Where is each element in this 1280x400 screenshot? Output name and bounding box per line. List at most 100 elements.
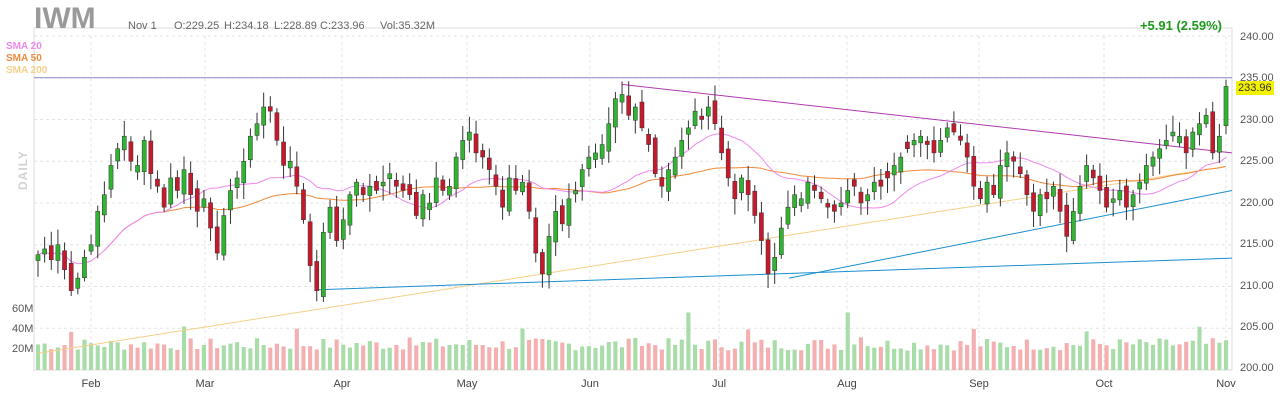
volume-bar (653, 345, 658, 370)
volume-bar (892, 348, 897, 370)
volume-bar (480, 345, 485, 370)
volume-bar (261, 344, 266, 370)
volume-bar (679, 339, 684, 370)
candle-up (42, 248, 47, 255)
x-tick-feb: Feb (81, 378, 101, 390)
volume-bar (1184, 341, 1189, 370)
volume-bar (872, 347, 877, 370)
volume-bar (805, 343, 810, 370)
candle-up (181, 169, 187, 195)
ticker-symbol: IWM (34, 2, 96, 35)
volume-bar (341, 344, 346, 370)
volume-bar (580, 346, 585, 370)
volume-bar (1044, 348, 1049, 370)
volume-bar (460, 345, 465, 370)
candle-up (838, 202, 844, 208)
volume-bar (540, 339, 545, 370)
candle-up (141, 140, 147, 172)
ohlc-low: L:228.89 (274, 20, 317, 32)
volume-bar (1190, 340, 1195, 370)
volume-bar (546, 339, 552, 370)
volume-bar (1204, 343, 1209, 370)
volume-bar (533, 338, 538, 370)
candle-up (221, 215, 227, 256)
y-tick-205: 205.00 (1240, 321, 1274, 333)
candle-up (613, 98, 618, 128)
volume-bar (1177, 344, 1182, 370)
candle-down (1210, 111, 1216, 154)
candle-up (865, 194, 870, 202)
volume-bar (148, 348, 153, 370)
candle-up (898, 156, 904, 173)
candle-down (1024, 174, 1030, 195)
candle-up (1110, 198, 1116, 203)
candle-down (374, 181, 379, 191)
volume-bar (1011, 346, 1016, 370)
volume-bar (673, 344, 678, 370)
volume-bar (1197, 326, 1202, 370)
candle-up (35, 254, 41, 261)
candle-down (194, 188, 200, 212)
candle-down (175, 177, 180, 191)
candle-down (752, 190, 758, 216)
volume-bar (1024, 339, 1029, 370)
volume-bar (1157, 338, 1162, 370)
volume-bar (686, 312, 691, 370)
volume-bar (367, 341, 372, 370)
candle-down (334, 206, 339, 241)
volume-bar (527, 339, 532, 370)
candle-down (812, 184, 817, 191)
volume-bar (108, 340, 114, 370)
candle-down (526, 182, 532, 212)
candle-up (666, 169, 671, 192)
candle-down (214, 226, 220, 254)
volume-bar (951, 350, 956, 370)
volume-bar (487, 347, 492, 370)
candle-up (739, 177, 744, 194)
candle-down (413, 191, 419, 216)
volume-bar (1124, 342, 1129, 370)
y-tick-225: 225.00 (1240, 155, 1274, 167)
candle-down (925, 140, 930, 145)
candle-up (506, 177, 512, 212)
candle-up (135, 165, 140, 173)
volume-bar (467, 340, 472, 370)
candle-up (805, 181, 811, 204)
volume-bar (1071, 345, 1076, 370)
candle-up (95, 211, 101, 247)
candle-down (486, 157, 492, 170)
volume-bar (659, 349, 664, 370)
candle-up (55, 244, 61, 261)
volume-bar (128, 344, 133, 370)
volume-bar (142, 342, 147, 370)
volume-bar (726, 350, 731, 370)
candle-down (493, 174, 499, 187)
volume-bar (1031, 349, 1036, 370)
volume-bar (1111, 349, 1116, 370)
volume-label-60m: 60M (12, 303, 34, 315)
volume-bar (825, 348, 830, 370)
candle-up (891, 165, 897, 176)
volume-bar (593, 347, 598, 370)
candle-up (460, 140, 466, 160)
volume-bar (1131, 344, 1136, 370)
volume-bar (135, 347, 140, 370)
candle-up (1130, 194, 1136, 207)
volume-bar (1051, 346, 1056, 370)
volume-bar (374, 342, 379, 370)
candle-down (513, 178, 519, 191)
volume-bar (812, 340, 817, 370)
volume-bar (600, 345, 605, 370)
candle-down (294, 166, 300, 187)
y-tick-210: 210.00 (1240, 280, 1274, 292)
candle-up (706, 106, 711, 117)
volume-bar (878, 346, 883, 370)
candle-up (573, 190, 578, 195)
volume-bar (334, 339, 339, 370)
volume-bar (1217, 342, 1222, 370)
candle-up (871, 181, 877, 193)
volume-bar (692, 344, 698, 370)
candle-up (944, 127, 950, 138)
volume-bar (221, 345, 226, 370)
candle-down (1064, 204, 1070, 237)
